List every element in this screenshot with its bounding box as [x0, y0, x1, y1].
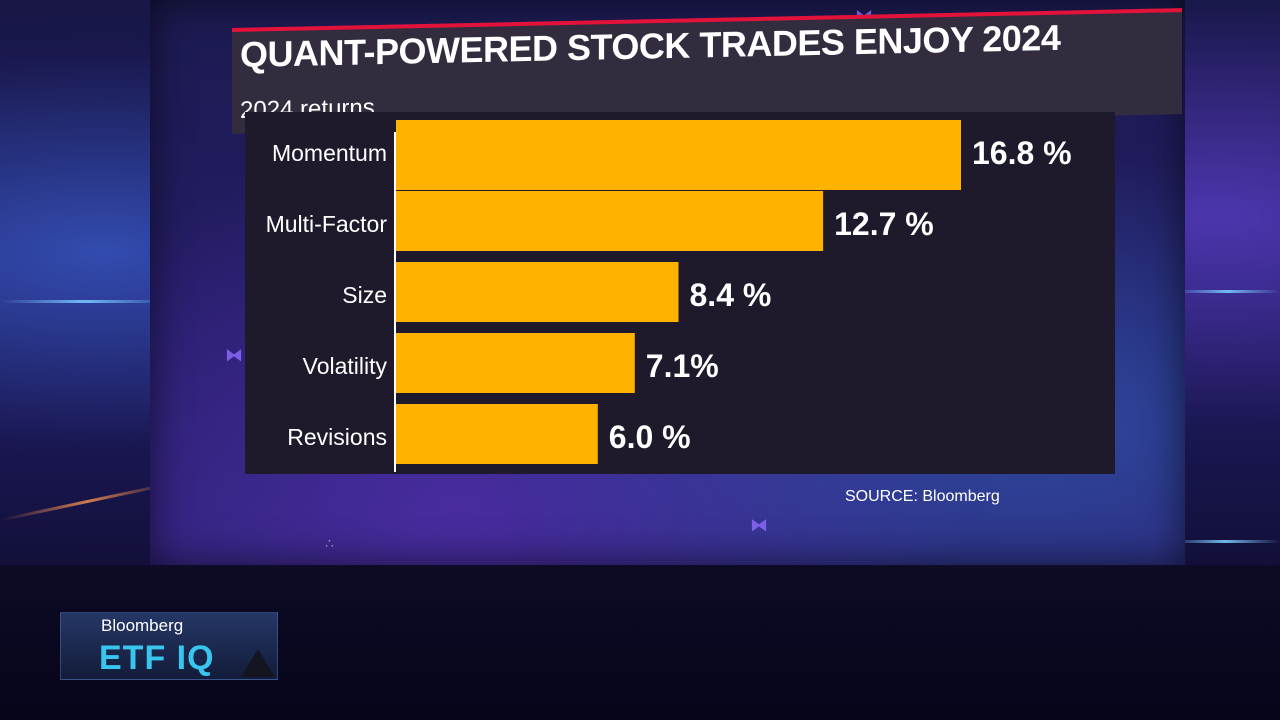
studio-light-strip — [0, 300, 170, 303]
triangle-icon — [241, 649, 275, 677]
studio-light-strip — [1170, 540, 1280, 543]
value-label: 6.0 % — [609, 419, 691, 455]
category-label: Size — [342, 282, 387, 308]
bar-revisions — [396, 404, 598, 464]
show-name: ETF IQ — [99, 639, 215, 677]
network-bug: Bloomberg ETF IQ — [60, 612, 278, 680]
bowtie-icon: ⧓ — [750, 515, 768, 535]
value-label: 7.1% — [646, 348, 719, 384]
chart-panel: Momentum 16.8 % Multi-Factor 12.7 % Size 8.4 … — [245, 112, 1115, 474]
category-label: Volatility — [303, 353, 388, 379]
bar-size — [396, 262, 679, 322]
bar-multi-factor — [396, 191, 824, 251]
source-note: SOURCE: Bloomberg — [845, 488, 1000, 505]
value-label: 12.7 % — [834, 206, 934, 242]
category-label: Revisions — [287, 424, 387, 450]
value-label: 8.4 % — [690, 277, 772, 313]
bar-chart: Momentum 16.8 % Multi-Factor 12.7 % Size 8.4 … — [266, 120, 1072, 472]
category-label: Multi-Factor — [266, 211, 388, 237]
bar-volatility — [396, 333, 635, 393]
studio-light-strip — [1175, 290, 1280, 293]
category-label: Momentum — [272, 140, 387, 166]
bowtie-icon: ⧓ — [225, 345, 243, 365]
dots-icon: ∴ — [325, 535, 334, 551]
bar-momentum — [396, 120, 961, 190]
network-name: Bloomberg — [101, 616, 184, 635]
value-label: 16.8 % — [972, 135, 1072, 171]
